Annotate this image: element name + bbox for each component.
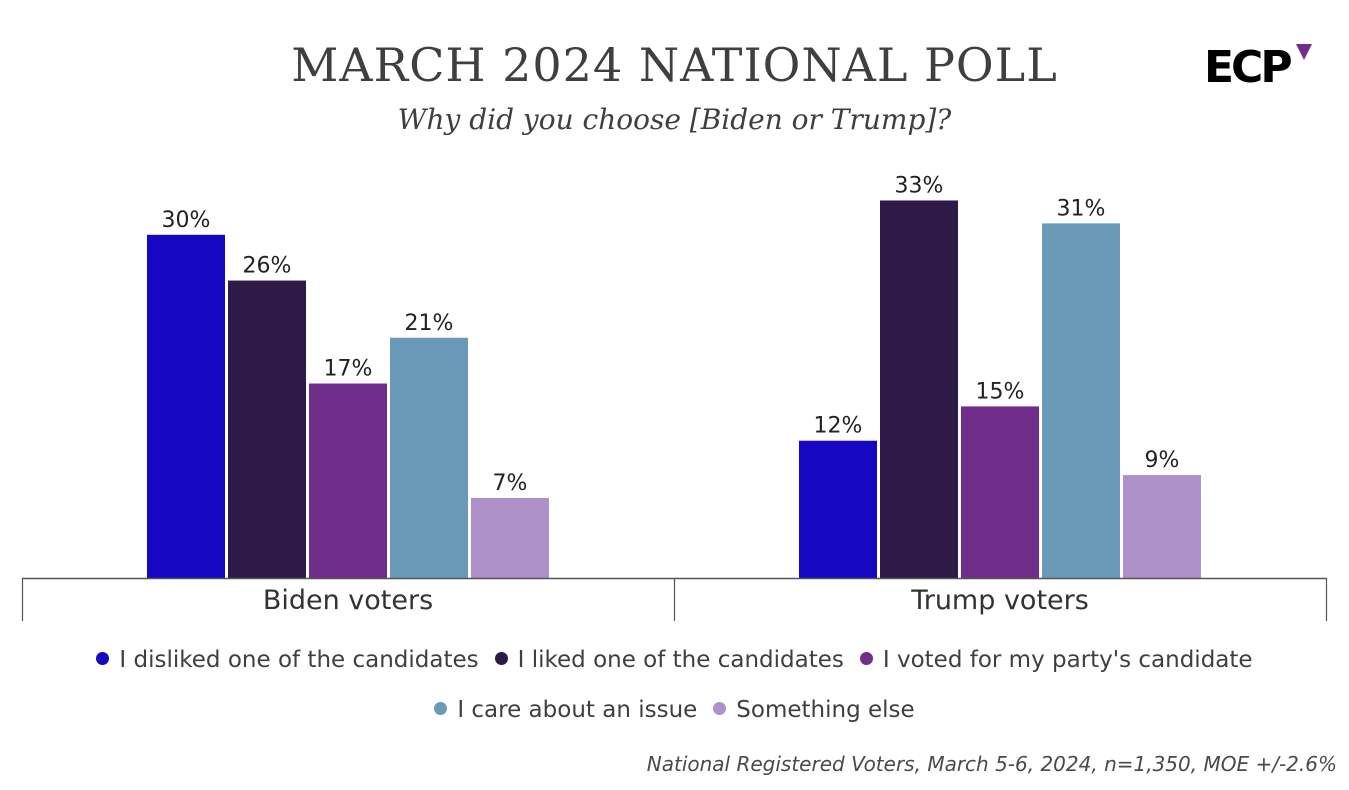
legend-label: I care about an issue [457, 697, 698, 723]
ecp-logo: ECP [1204, 38, 1314, 93]
bar-chart: 30% 26% 17% 21% 7% 12% 33% 15% 31% 9% Biden voter… [21, 173, 1328, 621]
data-label-biden-voters-i-care-about-an-issue: 21% [405, 311, 454, 336]
bar-biden-voters-i-care-about-an-issue [390, 337, 468, 578]
legend-dot-icon [494, 652, 508, 665]
legend-dot-icon [96, 652, 110, 665]
bar-biden-voters-something-else [471, 497, 549, 578]
data-label-trump-voters-i-disliked-one-of-the-candidates: 12% [814, 414, 863, 439]
chart-subtitle: Why did you choose [Biden or Trump]? [397, 103, 952, 136]
footnote: National Registered Voters, March 5-6, 2… [646, 752, 1337, 776]
bar-trump-voters-something-else [1123, 475, 1201, 578]
legend-item-i-voted-for-my-party-s-candidate: I voted for my party's candidate [859, 647, 1253, 673]
legend-dot-icon [434, 702, 448, 715]
bar-trump-voters-i-disliked-one-of-the-candidates [799, 440, 877, 578]
data-label-trump-voters-i-care-about-an-issue: 31% [1057, 196, 1106, 221]
data-label-biden-voters-i-disliked-one-of-the-candidates: 30% [162, 208, 211, 233]
data-label-trump-voters-something-else: 9% [1145, 448, 1180, 473]
legend-label: I disliked one of the candidates [119, 647, 479, 673]
legend-item-something-else: Something else [713, 697, 915, 723]
legend-label: I liked one of the candidates [517, 647, 844, 673]
value-labels-layer: 30% 26% 17% 21% 7% 12% 33% 15% 31% 9% [162, 173, 1180, 495]
category-label-trump-voters: Trump voters [910, 585, 1089, 616]
legend-dot-icon [713, 702, 727, 715]
legend-row-2: I care about an issue Something else [0, 697, 1349, 723]
chart-title: MARCH 2024 NATIONAL POLL [291, 38, 1058, 92]
bars-layer [147, 200, 1201, 579]
legend-item-i-disliked-one-of-the-candidates: I disliked one of the candidates [96, 647, 479, 673]
bar-trump-voters-i-care-about-an-issue [1042, 223, 1120, 579]
data-label-biden-voters-i-voted-for-my-party-s-candidate: 17% [324, 357, 373, 382]
data-label-biden-voters-something-else: 7% [493, 471, 528, 496]
bar-trump-voters-i-voted-for-my-party-s-candidate [961, 406, 1039, 578]
legend-dot-icon [859, 652, 873, 665]
data-label-trump-voters-i-liked-one-of-the-candidates: 33% [895, 173, 944, 198]
logo-check-icon [1296, 44, 1312, 60]
legend-label: I voted for my party's candidate [882, 647, 1253, 673]
ecp-logo-mark: ECP [1204, 42, 1312, 93]
bar-biden-voters-i-voted-for-my-party-s-candidate [309, 383, 387, 578]
bar-biden-voters-i-liked-one-of-the-candidates [228, 280, 306, 578]
legend-label: Something else [736, 697, 915, 723]
logo-text: ECP [1204, 42, 1291, 92]
bar-biden-voters-i-disliked-one-of-the-candidates [147, 234, 225, 579]
x-axis: Biden voters Trump voters [21, 577, 1328, 621]
category-label-biden-voters: Biden voters [263, 585, 433, 616]
legend-item-i-care-about-an-issue: I care about an issue [434, 697, 697, 723]
legend-row-1: I disliked one of the candidates I liked … [0, 647, 1349, 673]
bar-trump-voters-i-liked-one-of-the-candidates [880, 200, 958, 579]
data-label-trump-voters-i-voted-for-my-party-s-candidate: 15% [976, 379, 1025, 404]
legend-item-i-liked-one-of-the-candidates: I liked one of the candidates [494, 647, 844, 673]
data-label-biden-voters-i-liked-one-of-the-candidates: 26% [243, 254, 292, 279]
